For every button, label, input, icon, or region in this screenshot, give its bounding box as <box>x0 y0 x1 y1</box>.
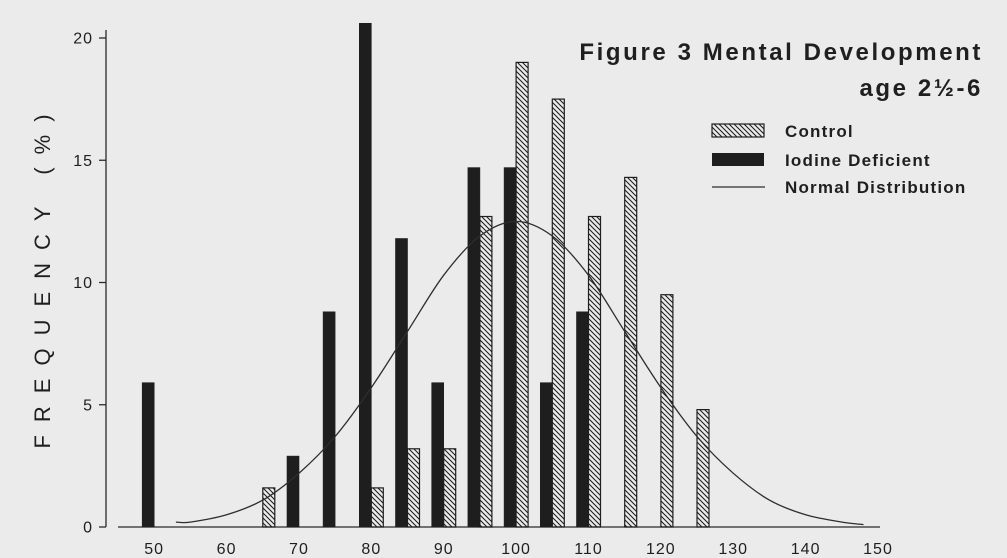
iodine-deficient-bar <box>539 382 553 528</box>
legend: Control Iodine Deficient Normal Distribu… <box>711 122 966 197</box>
x-tick-label: 150 <box>863 541 893 558</box>
iodine-deficient-bar <box>358 22 372 528</box>
y-tick-label: 0 <box>83 520 93 537</box>
x-tick-label: 50 <box>144 541 164 558</box>
control-bar <box>515 61 529 528</box>
control-bar <box>624 176 638 528</box>
iodine-deficient-bar <box>467 167 481 528</box>
iodine-deficient-bar <box>395 238 408 528</box>
iodine-deficient-bar <box>576 311 589 528</box>
x-tick-label: 100 <box>501 541 531 558</box>
control-bar <box>551 98 565 528</box>
y-tick-label: 5 <box>83 397 93 414</box>
control-bar <box>696 409 710 528</box>
x-tick-label: 90 <box>434 541 454 558</box>
iodine-deficient-bar <box>503 167 517 528</box>
iodine-deficient-bar <box>141 382 155 528</box>
y-tick-label: 10 <box>73 275 93 292</box>
control-bars <box>262 61 710 528</box>
legend-label-normal-distribution: Normal Distribution <box>785 178 966 197</box>
normal-distribution-curve <box>175 220 864 526</box>
iodine-deficient-bar <box>286 455 300 528</box>
y-tick-label: 20 <box>73 31 93 48</box>
iodine-deficient-bar <box>431 382 445 528</box>
x-tick-label: 120 <box>646 541 676 558</box>
y-axis-label: FREQUENCY (%) <box>30 101 55 448</box>
x-tick-label: 130 <box>718 541 748 558</box>
iodine-deficient-bar <box>322 311 336 528</box>
legend-swatch-control <box>711 123 765 138</box>
control-bar <box>587 215 602 528</box>
y-axis-ticks: 0 5 10 15 20 <box>73 31 106 537</box>
control-bar <box>370 487 384 528</box>
control-bar <box>406 448 421 528</box>
control-bar <box>479 215 493 528</box>
x-tick-label: 60 <box>217 541 237 558</box>
x-axis-ticks: 50 60 70 80 90 100 110 120 130 140 150 <box>144 541 893 558</box>
legend-label-control: Control <box>785 122 854 141</box>
x-tick-label: 110 <box>574 541 603 558</box>
control-bar <box>443 448 457 528</box>
legend-swatch-iodine-deficient <box>712 153 764 166</box>
chart-title: Figure 3 Mental Development <box>579 39 983 66</box>
x-tick-label: 80 <box>361 541 381 558</box>
control-bar <box>660 294 674 528</box>
x-tick-label: 140 <box>791 541 821 558</box>
y-tick-label: 15 <box>73 153 93 170</box>
chart-subtitle: age 2½-6 <box>859 75 983 102</box>
x-tick-label: 70 <box>289 541 309 558</box>
legend-label-iodine-deficient: Iodine Deficient <box>785 151 931 170</box>
